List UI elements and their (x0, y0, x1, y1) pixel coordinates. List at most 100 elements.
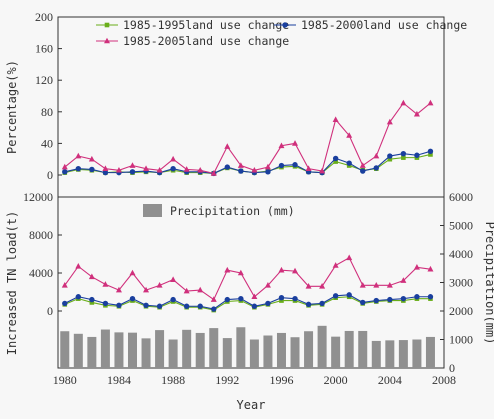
bottom-series-3-point (156, 282, 163, 288)
top-series-1-point (387, 156, 393, 162)
bottom-series-3-point (88, 273, 95, 280)
top-series-2-point (238, 168, 244, 174)
bottom-series-2-point (292, 295, 298, 302)
top-series-3-point (373, 152, 380, 159)
top-y-tick-label: 80 (41, 105, 53, 119)
bottom-series (61, 254, 434, 313)
bottom-series-2-point (211, 306, 217, 312)
bottom-series-2-point (89, 296, 95, 303)
top-series-3-point (170, 155, 177, 162)
right-y-tick-label: 2000 (449, 304, 473, 318)
x-tick-label: 1984 (107, 373, 131, 387)
precipitation-bar (182, 329, 192, 368)
precipitation-bar (195, 332, 205, 368)
bottom-series-3-point (292, 267, 299, 274)
precipitation-bar (127, 332, 137, 368)
top-series-3-point (115, 166, 122, 173)
top-y-axis: 0 40 80 120 160 200 (35, 10, 62, 182)
top-series-3-point (264, 163, 271, 170)
legend-marker (282, 22, 288, 28)
bottom-series-3-point (305, 283, 312, 289)
x-tick-label: 2000 (324, 373, 348, 387)
bottom-series-3-point (251, 293, 258, 300)
precipitation-bar (263, 335, 273, 368)
bottom-series-3-point (224, 266, 231, 273)
bottom-series-3-point (197, 286, 204, 293)
top-series-3-point (61, 163, 68, 170)
top-series-3-point (319, 167, 326, 174)
bottom-series-2-point (305, 301, 312, 308)
bottom-series-2-point (387, 296, 393, 303)
precipitation-bar (290, 337, 300, 368)
left-y-tick-label: 8000 (29, 228, 53, 242)
bottom-legend: Precipitation (mm) (143, 204, 295, 218)
top-series-3-point (183, 166, 190, 172)
bottom-series-2-point (116, 302, 122, 308)
top-series-1-point (333, 159, 338, 164)
x-axis-label: Year (237, 398, 266, 412)
precipitation-bar (155, 330, 165, 368)
bottom-series-3-point (143, 286, 150, 293)
precipitation-bar (209, 328, 219, 368)
right-y-tick-label: 6000 (449, 190, 473, 204)
top-series-3-point (88, 155, 95, 162)
bottom-series-2-point (75, 294, 82, 300)
precipitation-bar (385, 340, 395, 368)
top-y-axis-label: Percentage(%) (5, 60, 19, 154)
top-series-3-point (75, 152, 82, 159)
top-y-tick-label: 200 (35, 10, 53, 24)
right-y-tick-label: 0 (449, 361, 455, 375)
bottom-series-3-point (129, 269, 136, 276)
bottom-series-2-point (414, 294, 420, 300)
bottom-series-3-point (237, 269, 244, 276)
top-series-3-point (292, 140, 299, 146)
top-series-2-point (265, 169, 271, 175)
bottom-series-2-point (251, 303, 258, 309)
bottom-series-2-point (427, 294, 434, 300)
legend-label: 1985-2000land use change (301, 18, 467, 32)
bottom-series-2-point (400, 295, 407, 302)
left-y-tick-label: 0 (47, 304, 53, 318)
top-series-2-point (292, 162, 298, 168)
precipitation-bar (168, 339, 178, 368)
bottom-series-2-point (360, 299, 366, 306)
right-y-tick-label: 4000 (449, 247, 473, 261)
bottom-series-3-point (170, 276, 177, 282)
top-series-3-point (427, 99, 434, 106)
top-series-3-point (129, 162, 136, 168)
legend-bar-swatch (143, 204, 162, 217)
top-series-2-point (89, 166, 95, 173)
precipitation-bar (141, 338, 151, 368)
precipitation-bar (304, 331, 314, 368)
top-series-2-point (129, 169, 136, 175)
precipitation-bar (425, 336, 435, 368)
bottom-series-3-point (210, 296, 217, 302)
top-series-3-point (386, 118, 393, 125)
top-series-2-point (373, 165, 379, 171)
bottom-series-3-point (278, 266, 285, 273)
bottom-series-3-point (386, 282, 393, 288)
precipitation-bar (100, 329, 110, 368)
bottom-series-3-point (264, 282, 271, 288)
top-series-3-point (102, 165, 109, 171)
top-series-1-point (401, 155, 406, 160)
top-series-2-line (64, 150, 431, 174)
bottom-series-2-point (197, 303, 203, 309)
top-series-2-point (102, 169, 109, 176)
x-tick-label: 2004 (378, 373, 402, 387)
top-series-2-point (360, 168, 366, 174)
top-y-tick-label: 120 (35, 73, 53, 87)
left-y-tick-label: 4000 (29, 266, 53, 280)
precipitation-bars (60, 325, 435, 368)
bottom-series-3-point (427, 265, 434, 272)
right-y-tick-label: 1000 (449, 333, 473, 347)
bottom-series-2-point (238, 295, 244, 302)
bottom-series-1-point (279, 298, 284, 303)
bottom-series-2-point (346, 292, 352, 298)
top-series-3-point (278, 142, 285, 149)
precipitation-bar (236, 327, 246, 368)
top-series-3-point (305, 165, 312, 171)
top-series-3-line (64, 102, 431, 175)
top-series-2-point (278, 162, 285, 169)
top-series-2-point (62, 169, 68, 175)
